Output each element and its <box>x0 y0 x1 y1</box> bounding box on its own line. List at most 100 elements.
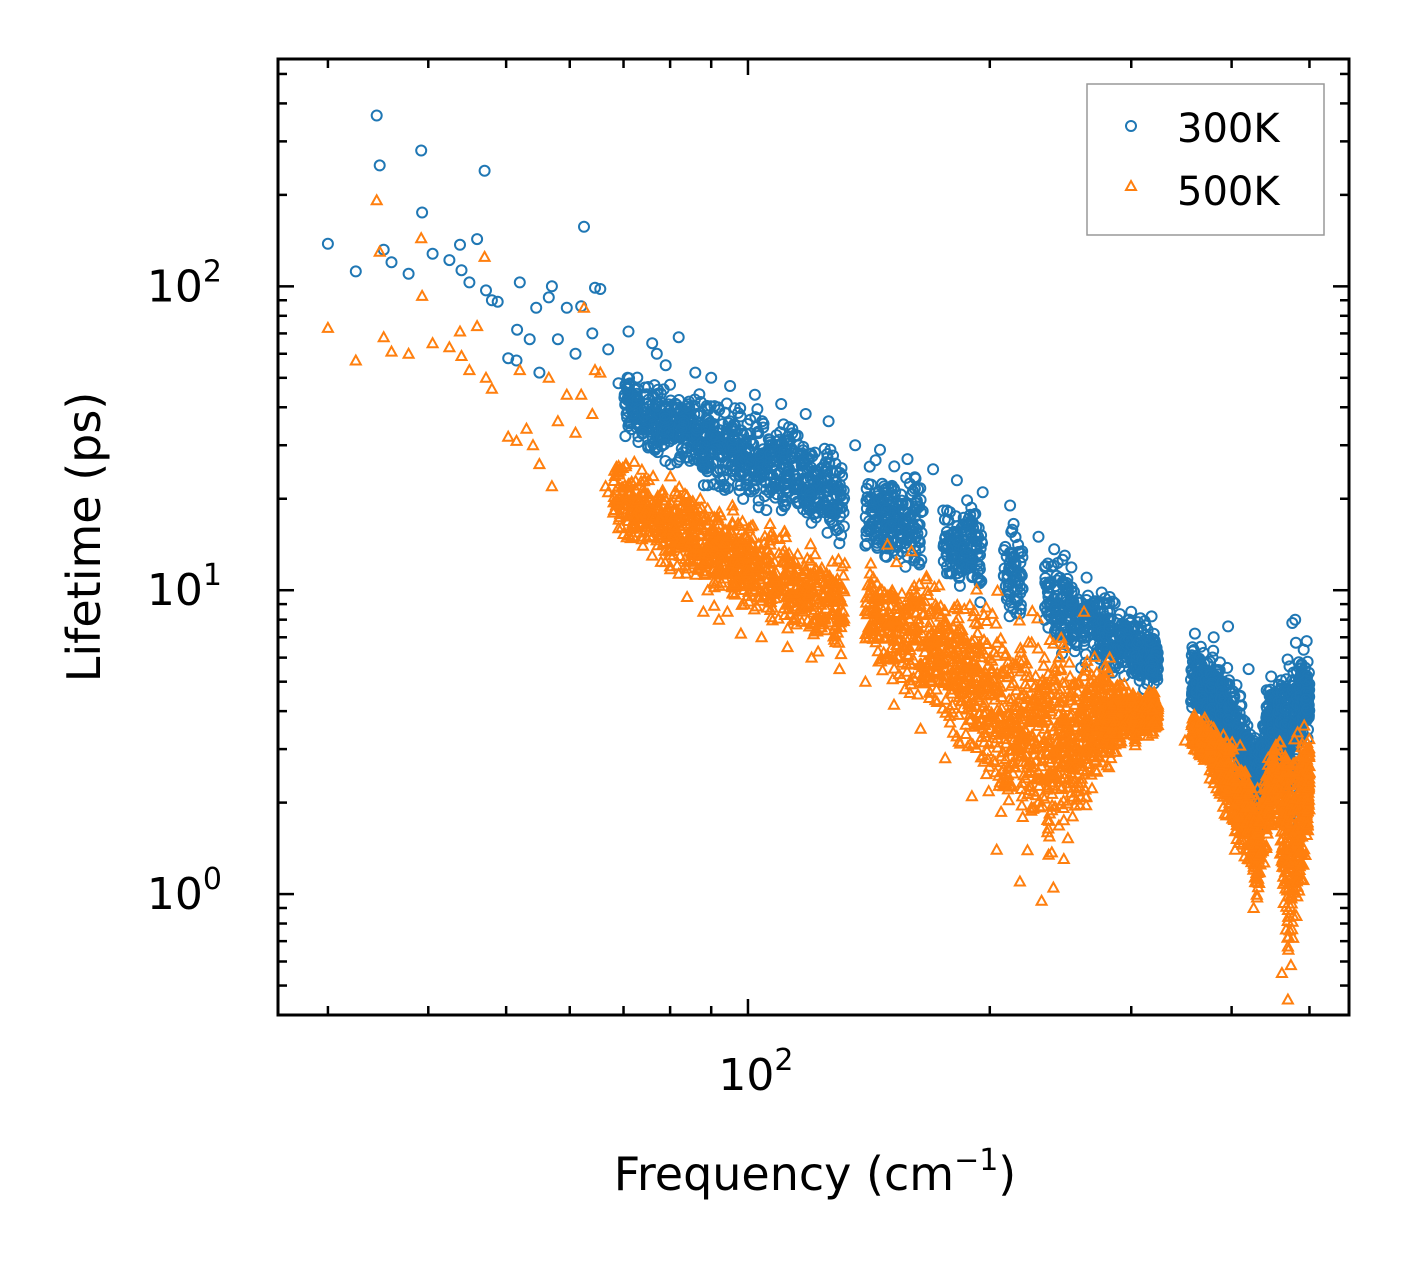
point-300k-cloud <box>884 521 897 534</box>
point-300k-cloud <box>642 381 655 393</box>
point-300k-cloud <box>675 422 688 435</box>
point-300k-cloud <box>747 480 760 493</box>
point-300k-cloud <box>1001 590 1014 603</box>
point-300k-cloud <box>801 465 814 478</box>
point-300k-cloud <box>631 371 644 384</box>
point-300k-cloud <box>827 449 839 462</box>
point-300k-cloud <box>708 400 721 413</box>
point-300k-cloud <box>658 438 671 451</box>
point-300k-cloud <box>639 406 652 418</box>
point-300k-cloud <box>958 549 971 562</box>
point-300k-cloud <box>627 407 640 420</box>
point-300k-cloud <box>974 542 987 555</box>
point-300k-cloud <box>826 516 839 529</box>
point-300k-cloud <box>888 460 901 473</box>
point-300k-cloud <box>961 494 974 507</box>
point-300k-cloud <box>1003 563 1016 576</box>
point-300k-cloud <box>682 402 695 415</box>
point-300k-cloud <box>727 443 739 455</box>
point-300k-cloud <box>863 460 876 473</box>
point-300k-cloud <box>830 491 843 504</box>
point-300k-cloud <box>621 411 634 424</box>
point-300k-cloud <box>834 502 846 515</box>
point-300k-cloud <box>764 448 776 461</box>
point-300k-cloud <box>907 484 919 497</box>
point-300k-cloud <box>958 525 971 537</box>
point-300k-cloud <box>889 485 902 498</box>
point-300k-cloud <box>619 430 632 443</box>
point-300k-cloud <box>1101 605 1114 618</box>
point-300k-cloud <box>860 482 873 495</box>
point-300k-cloud <box>1042 621 1055 634</box>
point-300k-cloud <box>792 439 805 452</box>
point-300k-cloud <box>1065 620 1078 633</box>
point-300k-cloud <box>859 511 872 523</box>
point-300k-cloud <box>803 488 816 501</box>
point-300k-cloud <box>1093 652 1106 665</box>
point-300k-cloud <box>965 548 978 561</box>
point-300k-cloud <box>916 505 929 518</box>
point-300k-cloud <box>821 451 834 464</box>
point-300k-cloud <box>879 534 892 546</box>
point-300k-cloud <box>959 518 972 531</box>
point-300k-cloud <box>732 406 745 419</box>
point-300k-cloud <box>769 435 782 448</box>
point-300k-cloud <box>1086 597 1099 610</box>
point-300k-cloud <box>1130 638 1143 651</box>
point-300k-cloud <box>1194 640 1207 653</box>
point-300k-cloud <box>725 424 738 437</box>
point-300k-cloud <box>1080 594 1093 606</box>
point-300k-cloud <box>658 408 671 421</box>
point-300k-cloud <box>972 550 985 563</box>
point-300k-cloud <box>1065 634 1078 647</box>
point-300k-cloud <box>805 490 818 503</box>
point-300k-cloud <box>1058 578 1071 591</box>
point-300k-cloud <box>637 426 649 439</box>
point-300k-cloud <box>783 434 796 447</box>
point-300k-cloud <box>1042 590 1055 603</box>
point-300k-cloud <box>674 450 687 463</box>
point-300k-cloud <box>1008 592 1021 605</box>
point-300k-cloud <box>618 388 631 401</box>
point-300k-cloud <box>1015 582 1028 595</box>
point-300k-cloud <box>1207 644 1220 657</box>
point-300k-cloud <box>825 502 838 514</box>
point-300k-cloud <box>808 476 821 489</box>
point-300k-cloud <box>1014 603 1027 616</box>
point-300k-cloud <box>998 562 1011 575</box>
point-300k-cloud <box>969 507 982 520</box>
point-300k-cloud <box>623 372 636 385</box>
point-300k-cloud <box>691 421 704 434</box>
point-300k-cloud <box>1012 538 1025 551</box>
point-300k-cloud <box>1068 585 1080 598</box>
point-300k-cloud <box>662 398 675 411</box>
point-300k-cloud <box>752 427 765 440</box>
point-300k-cloud <box>657 433 670 446</box>
point-300k-cloud <box>1133 674 1146 687</box>
point-300k-cloud <box>861 495 873 508</box>
point-300k-cloud <box>708 420 721 433</box>
point-300k-cloud <box>752 501 765 514</box>
point-300k-cloud <box>691 407 704 420</box>
point-300k-cloud <box>693 388 706 401</box>
point-300k-cloud <box>1144 635 1157 648</box>
point-300k-cloud <box>914 493 927 506</box>
point-300k-cloud <box>912 535 925 547</box>
point-300k-cloud <box>701 479 714 492</box>
point-300k-cloud <box>764 456 777 468</box>
point-300k-cloud <box>826 466 839 479</box>
point-300k-cloud <box>937 539 950 552</box>
point-300k-cloud <box>705 445 718 458</box>
point-300k-cloud <box>680 400 693 413</box>
point-300k-cloud <box>943 506 956 519</box>
point-300k-cloud <box>1016 551 1029 564</box>
point-300k-cloud <box>810 469 823 482</box>
point-300k-cloud <box>911 518 924 531</box>
point-300k-cloud <box>713 448 726 460</box>
point-300k-cloud <box>953 571 965 584</box>
point-300k-cloud <box>745 437 758 450</box>
point-300k-cloud <box>727 465 740 477</box>
point-300k-cloud <box>970 530 983 543</box>
point-300k-cloud <box>809 507 821 520</box>
